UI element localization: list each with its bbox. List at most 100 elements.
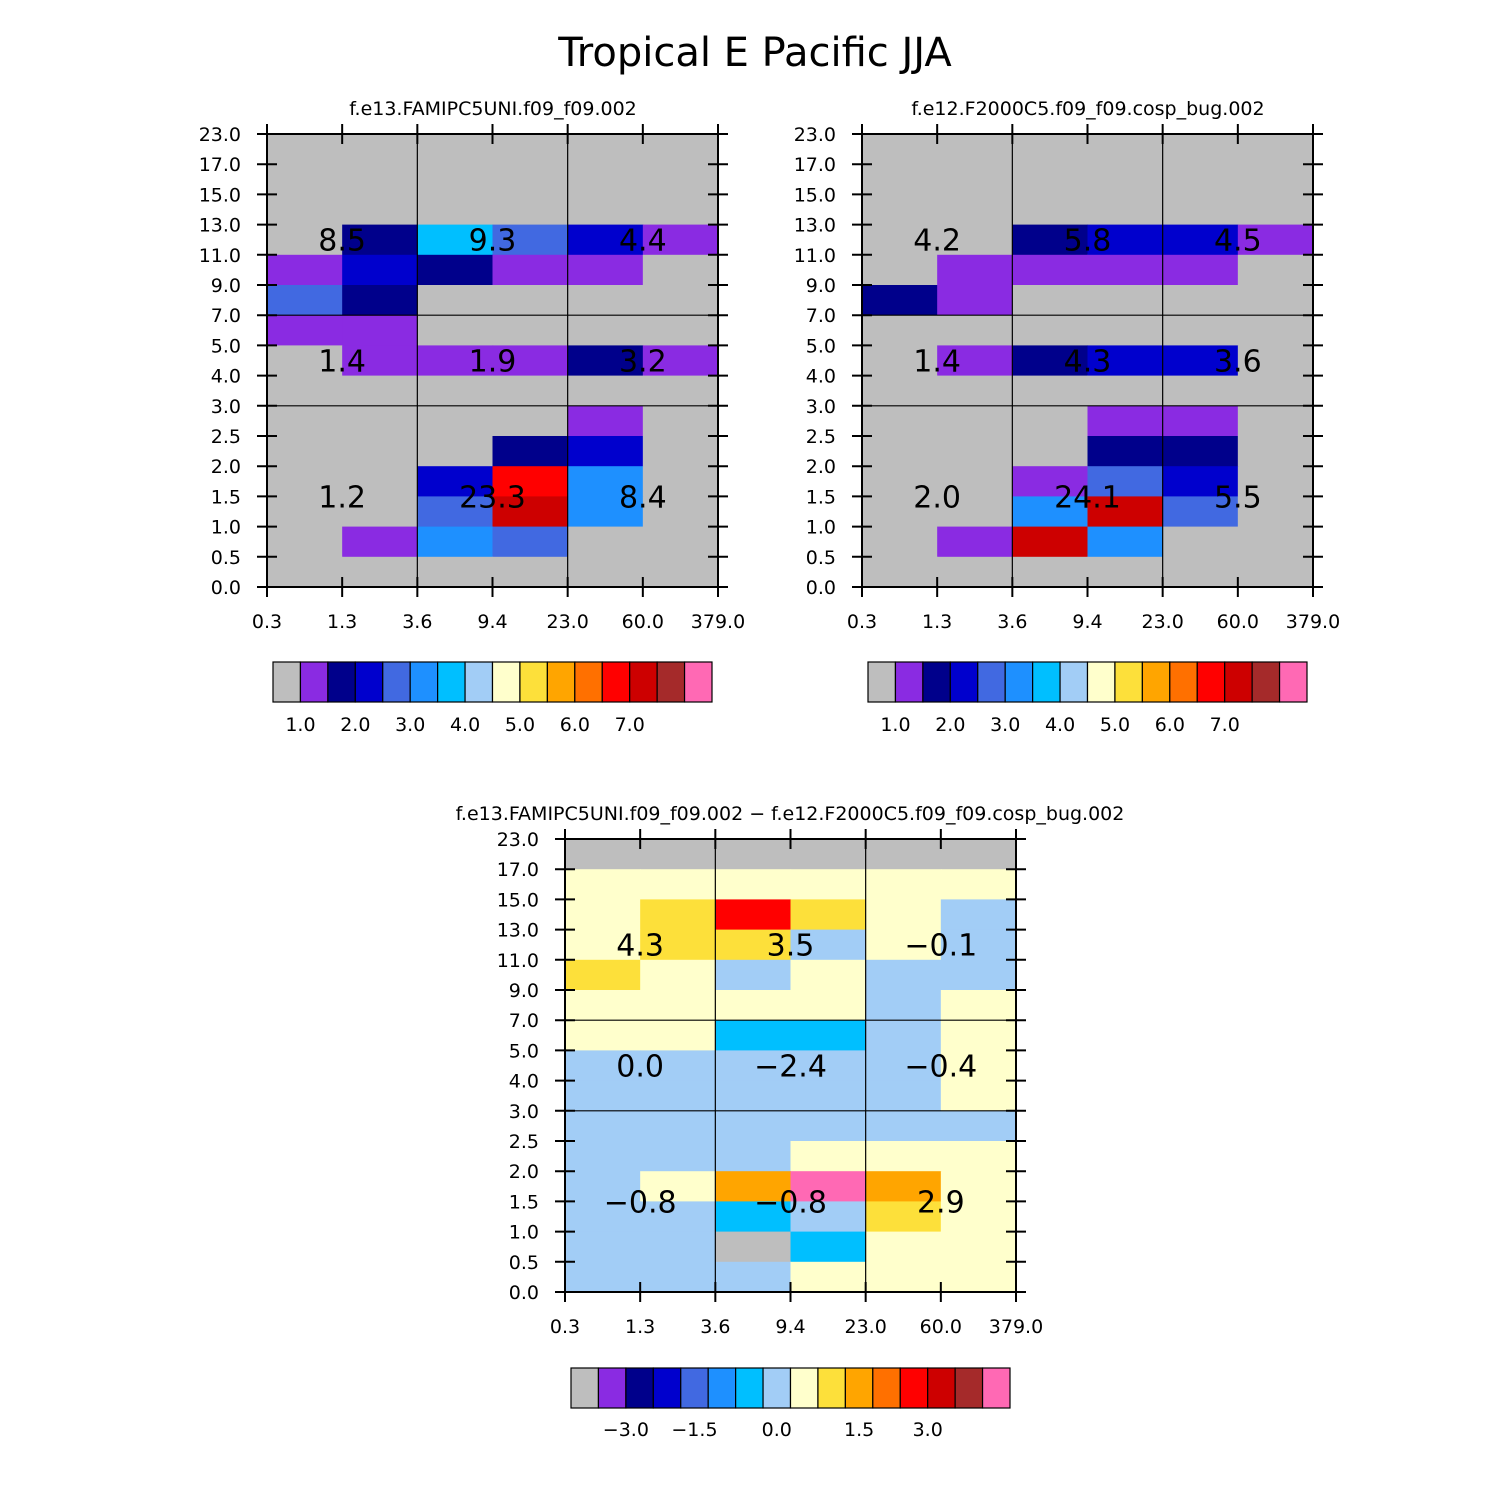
y-tick-label: 1.5: [806, 486, 836, 508]
heatmap-cell: [342, 345, 418, 377]
heatmap-cell: [1162, 375, 1239, 407]
y-tick-label: 0.5: [211, 547, 241, 569]
heatmap-cell: [1237, 224, 1314, 256]
heatmap-cell: [342, 254, 418, 286]
heatmap-cell: [1087, 194, 1164, 226]
heatmap-cell: [940, 1050, 1017, 1082]
heatmap-cell: [342, 556, 418, 588]
heatmap-cell: [790, 1261, 867, 1293]
y-tick-label: 0.0: [211, 577, 241, 599]
y-tick-label: 15.0: [794, 184, 836, 206]
heatmap-cell: [267, 345, 343, 377]
heatmap-cell: [865, 1141, 942, 1172]
x-tick-label: 0.3: [847, 611, 877, 633]
heatmap-cell: [417, 405, 494, 437]
heatmap-cell: [1087, 496, 1164, 528]
colorbar-tick-label: 5.0: [505, 714, 535, 736]
colorbar-swatch: [762, 1367, 792, 1409]
heatmap-cell: [1237, 466, 1314, 497]
heatmap-cell: [567, 496, 644, 528]
colorbar-swatch: [1032, 661, 1061, 703]
colorbar-swatch: [707, 1367, 737, 1409]
heatmap-cell: [1087, 436, 1164, 467]
heatmap-cell: [865, 990, 942, 1021]
colorbar-swatch: [1086, 661, 1116, 703]
x-tick-label: 9.4: [1072, 611, 1102, 633]
heatmap-cell: [342, 285, 418, 316]
heatmap-cell: [940, 869, 1017, 900]
heatmap-cell: [865, 869, 942, 900]
colorbar-tick-label: 0.0: [762, 1419, 792, 1441]
x-tick-label: 23.0: [845, 1316, 887, 1338]
heatmap-cell: [1012, 375, 1089, 407]
heatmap-cell: [1237, 436, 1314, 467]
heatmap-cell: [342, 405, 418, 437]
heatmap-cell: [640, 1050, 716, 1082]
heatmap-cell: [1162, 224, 1239, 256]
heatmap-cell: [862, 375, 938, 407]
heatmap-cell: [715, 1110, 792, 1142]
heatmap-cell: [790, 1110, 867, 1142]
colorbar-swatch: [382, 661, 411, 703]
y-tick-label: 5.0: [509, 1040, 539, 1062]
heatmap-cell: [940, 990, 1017, 1021]
heatmap-cell: [567, 285, 644, 316]
x-tick-label: 1.3: [327, 611, 357, 633]
heatmap-cell: [565, 1141, 641, 1172]
heatmap-cell: [1237, 526, 1314, 558]
colorbar-swatch: [1059, 661, 1089, 703]
colorbar-swatch: [327, 661, 356, 703]
colorbar-swatch: [597, 1367, 627, 1409]
colorbar-swatch: [981, 1367, 1011, 1409]
heatmap-cell: [715, 1201, 792, 1233]
heatmap-cell: [640, 899, 716, 931]
y-tick-label: 9.0: [806, 275, 836, 297]
heatmap-cell: [267, 194, 343, 226]
y-tick-label: 1.0: [806, 517, 836, 539]
heatmap-cell: [417, 194, 494, 226]
heatmap-cell: [342, 375, 418, 407]
heatmap-cell: [642, 254, 719, 286]
heatmap-cell: [567, 556, 644, 588]
heatmap-cell: [940, 1231, 1017, 1263]
heatmap-cell: [862, 345, 938, 377]
heatmap-cell: [1237, 496, 1314, 528]
heatmap-cell: [642, 405, 719, 437]
heatmap-cell: [1012, 405, 1089, 437]
heatmap-cell: [1012, 526, 1089, 558]
heatmap-cell: [715, 899, 792, 931]
heatmap-cell: [567, 315, 644, 346]
heatmap-cell: [565, 1110, 641, 1142]
heatmap-cell: [790, 1201, 867, 1233]
heatmap-cell: [940, 929, 1017, 961]
heatmap-cell: [862, 254, 938, 286]
group-value-label: −2.4: [754, 1050, 827, 1085]
y-tick-label: 3.0: [509, 1101, 539, 1123]
heatmap-cell: [937, 315, 1013, 346]
colorbar-tick-label: 3.0: [913, 1419, 943, 1441]
group-value-label: 4.5: [1214, 224, 1262, 259]
y-tick-label: 5.0: [211, 335, 241, 357]
group-value-label: 4.3: [616, 929, 664, 964]
heatmap-cell: [790, 1050, 867, 1082]
group-value-label: 3.5: [767, 929, 815, 964]
heatmap-cell: [640, 869, 716, 900]
y-tick-label: 3.0: [211, 396, 241, 418]
colorbar-swatch: [954, 1367, 984, 1409]
y-tick-label: 3.0: [806, 396, 836, 418]
heatmap-cell: [640, 1141, 716, 1172]
heatmap-cell: [862, 224, 938, 256]
heatmap-cell: [865, 1050, 942, 1082]
heatmap-cell: [862, 526, 938, 558]
heatmap-cell: [937, 526, 1013, 558]
group-value-label: 3.6: [1214, 345, 1262, 380]
y-tick-label: 2.0: [509, 1161, 539, 1183]
heatmap-cell: [865, 1231, 942, 1263]
heatmap-cell: [417, 315, 494, 346]
heatmap-cell: [1162, 345, 1239, 377]
colorbar-swatch: [409, 661, 439, 703]
heatmap-cell: [862, 285, 938, 316]
colorbar-swatch: [1114, 661, 1143, 703]
colorbar-swatch: [922, 661, 951, 703]
colorbar-swatch: [652, 1367, 682, 1409]
